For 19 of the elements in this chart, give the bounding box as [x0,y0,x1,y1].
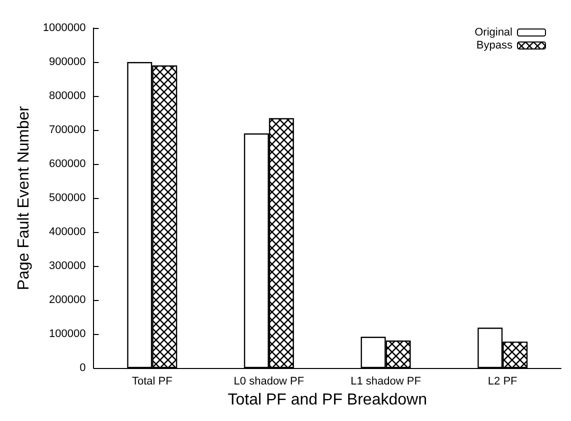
x-tick-label: L1 shadow PF [350,376,422,388]
x-tick-label: L2 PF [488,376,518,388]
x-axis-title: Total PF and PF Breakdown [228,392,427,408]
y-tick-label: 800000 [49,90,86,102]
y-tick-label: 400000 [49,226,86,238]
legend-label: Original [474,26,512,38]
y-tick-label: 1000000 [42,22,86,34]
y-tick-label: 0 [80,362,86,374]
y-tick-label: 200000 [49,294,86,306]
x-tick-label: Total PF [132,376,173,388]
y-tick-label: 600000 [49,158,86,170]
y-tick-label: 900000 [49,56,86,68]
x-tick-label: L0 shadow PF [234,376,304,388]
y-tick-label: 500000 [49,192,86,204]
y-tick-label: 700000 [49,124,86,136]
legend-label: Bypass [476,40,513,52]
y-tick-label: 100000 [49,328,86,340]
y-tick-label: 300000 [49,260,86,272]
y-axis-title: Page Fault Event Number [16,105,32,290]
